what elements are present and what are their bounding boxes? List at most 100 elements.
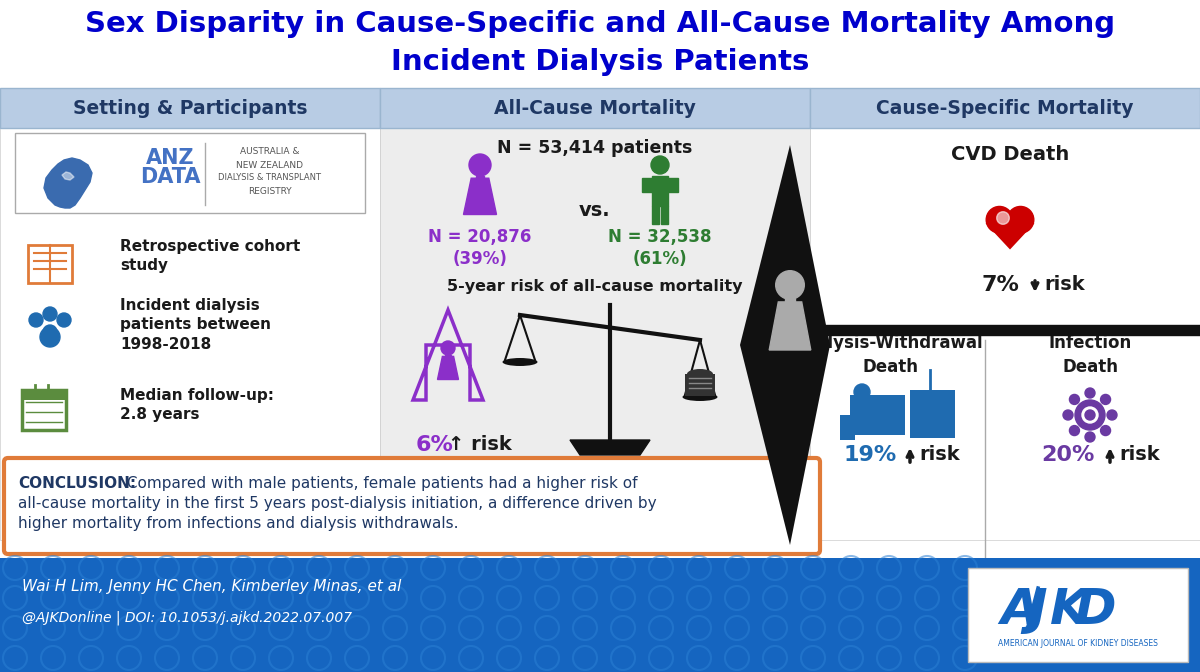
Polygon shape [668,177,678,192]
Polygon shape [785,298,796,302]
Polygon shape [769,302,811,350]
Text: higher mortality from infections and dialysis withdrawals.: higher mortality from infections and dia… [18,516,458,531]
Text: Infection
Death: Infection Death [1049,334,1132,376]
Text: risk: risk [919,446,960,464]
FancyBboxPatch shape [380,88,810,128]
FancyBboxPatch shape [14,133,365,213]
Text: Dialysis-Withdrawal
Death: Dialysis-Withdrawal Death [797,334,983,376]
Circle shape [1085,410,1096,420]
FancyBboxPatch shape [910,390,955,438]
Circle shape [1085,388,1096,398]
Text: Incident Dialysis Patients: Incident Dialysis Patients [391,48,809,76]
FancyBboxPatch shape [22,390,66,400]
Text: Cause-Specific Mortality: Cause-Specific Mortality [876,99,1134,118]
Text: NEW ZEALAND: NEW ZEALAND [236,161,304,169]
Circle shape [469,154,491,176]
FancyBboxPatch shape [380,128,810,540]
Polygon shape [985,223,1034,249]
Text: Retrospective cohort
study: Retrospective cohort study [120,239,300,274]
Circle shape [1100,425,1110,435]
Text: CONCLUSION:: CONCLUSION: [18,476,136,491]
Circle shape [650,156,670,174]
Text: vs.: vs. [580,200,611,220]
Polygon shape [44,158,92,208]
Text: 5-year risk of all-cause mortality: 5-year risk of all-cause mortality [448,278,743,294]
Text: ↑ risk: ↑ risk [448,435,512,454]
Polygon shape [652,176,668,206]
Circle shape [1085,432,1096,442]
Text: K: K [1050,586,1088,634]
Text: DATA: DATA [139,167,200,187]
Text: risk: risk [1120,446,1160,464]
Text: Wai H Lim, Jenny HC Chen, Kimberley Minas, et al: Wai H Lim, Jenny HC Chen, Kimberley Mina… [22,579,401,593]
Text: Setting & Participants: Setting & Participants [73,99,307,118]
FancyBboxPatch shape [968,568,1188,662]
Text: A: A [1000,586,1039,634]
FancyBboxPatch shape [810,88,1200,128]
Circle shape [1075,400,1105,430]
Circle shape [58,313,71,327]
Polygon shape [475,176,485,179]
Circle shape [1007,206,1034,233]
Polygon shape [570,440,650,455]
Text: N = 20,876
(39%): N = 20,876 (39%) [428,228,532,268]
Polygon shape [62,172,74,180]
FancyBboxPatch shape [840,415,854,440]
Text: Median follow-up:
2.8 years: Median follow-up: 2.8 years [120,388,274,423]
Text: risk: risk [1045,276,1085,294]
Polygon shape [661,206,668,224]
Circle shape [29,313,43,327]
FancyBboxPatch shape [0,128,380,540]
Circle shape [1108,410,1117,420]
Ellipse shape [503,358,538,366]
Text: REGISTRY: REGISTRY [248,187,292,196]
Text: Compared with male patients, female patients had a higher risk of: Compared with male patients, female pati… [122,476,637,491]
Text: AUSTRALIA &: AUSTRALIA & [240,147,300,157]
FancyBboxPatch shape [0,0,1200,88]
Text: @AJKDonline | DOI: 10.1053/j.ajkd.2022.07.007: @AJKDonline | DOI: 10.1053/j.ajkd.2022.0… [22,611,352,625]
Circle shape [442,341,455,355]
FancyBboxPatch shape [28,245,72,283]
FancyBboxPatch shape [22,390,66,430]
Circle shape [1069,394,1080,405]
Text: N = 53,414 patients: N = 53,414 patients [497,139,692,157]
Polygon shape [642,177,652,192]
FancyBboxPatch shape [0,558,1200,672]
Text: Incident dialysis
patients between
1998-2018: Incident dialysis patients between 1998-… [120,298,271,352]
Circle shape [1082,407,1098,423]
Circle shape [997,212,1009,224]
Polygon shape [652,206,659,224]
Circle shape [1063,410,1073,420]
FancyBboxPatch shape [850,395,905,435]
Text: D: D [1075,586,1116,634]
Text: 19%: 19% [844,445,896,465]
Text: J: J [1028,586,1046,634]
Text: CVD Death: CVD Death [950,146,1069,165]
FancyBboxPatch shape [686,374,713,386]
FancyBboxPatch shape [810,128,1200,540]
Polygon shape [740,145,830,545]
FancyBboxPatch shape [0,88,380,128]
Polygon shape [438,356,458,380]
Text: Sex Disparity in Cause-Specific and All-Cause Mortality Among: Sex Disparity in Cause-Specific and All-… [85,10,1115,38]
Text: 6%: 6% [416,435,454,455]
Polygon shape [810,325,1200,335]
Circle shape [1069,425,1080,435]
Text: All-Cause Mortality: All-Cause Mortality [494,99,696,118]
Text: ANZ: ANZ [145,148,194,168]
Ellipse shape [683,393,718,401]
Circle shape [40,327,60,347]
FancyBboxPatch shape [4,458,820,554]
Polygon shape [463,178,497,214]
Text: DIALYSIS & TRANSPLANT: DIALYSIS & TRANSPLANT [218,173,322,183]
Ellipse shape [686,369,713,379]
Text: AMERICAN JOURNAL OF KIDNEY DISEASES: AMERICAN JOURNAL OF KIDNEY DISEASES [998,638,1158,648]
Text: 7%: 7% [982,275,1019,295]
Circle shape [986,206,1013,233]
Text: N = 32,538
(61%): N = 32,538 (61%) [608,228,712,268]
FancyBboxPatch shape [685,374,715,396]
Circle shape [43,307,58,321]
Circle shape [775,271,804,299]
Polygon shape [445,355,451,357]
Circle shape [854,384,870,400]
